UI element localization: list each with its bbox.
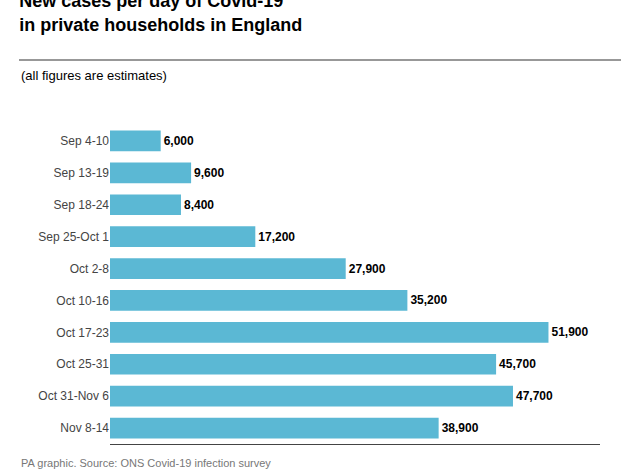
svg-text:9,600: 9,600 [194, 166, 224, 180]
svg-text:Nov 8-14: Nov 8-14 [60, 421, 109, 435]
svg-text:Sep 13-19: Sep 13-19 [54, 166, 110, 180]
svg-text:Oct 10-16: Oct 10-16 [56, 294, 109, 308]
svg-text:Oct 2-8: Oct 2-8 [70, 262, 110, 276]
svg-text:8,400: 8,400 [184, 198, 214, 212]
svg-text:51,900: 51,900 [551, 325, 588, 339]
svg-text:Oct 31-Nov 6: Oct 31-Nov 6 [38, 389, 109, 403]
svg-text:Oct 25-31: Oct 25-31 [56, 357, 109, 371]
svg-text:27,900: 27,900 [349, 262, 386, 276]
svg-text:Oct 17-23: Oct 17-23 [56, 326, 109, 340]
svg-text:Sep 4-10: Sep 4-10 [60, 134, 109, 148]
svg-text:6,000: 6,000 [164, 134, 194, 148]
svg-text:New cases per day of Covid-19i: New cases per day of Covid-19in private … [19, 0, 302, 35]
svg-text:Sep 25-Oct 1: Sep 25-Oct 1 [38, 230, 109, 244]
svg-text:17,200: 17,200 [258, 230, 295, 244]
svg-text:35,200: 35,200 [410, 293, 447, 307]
svg-text:PA graphic. Source: ONS Covid-: PA graphic. Source: ONS Covid-19 infecti… [21, 457, 271, 469]
svg-text:Sep 18-24: Sep 18-24 [54, 198, 110, 212]
svg-text:38,900: 38,900 [442, 421, 479, 435]
svg-text:45,700: 45,700 [499, 357, 536, 371]
svg-text:(all figures are estimates): (all figures are estimates) [21, 68, 167, 83]
svg-text:47,700: 47,700 [516, 389, 553, 403]
